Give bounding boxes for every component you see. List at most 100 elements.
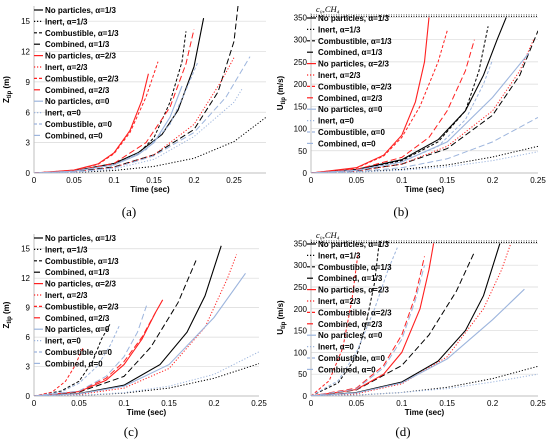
- x-tick-label: 0.25: [226, 176, 242, 185]
- x-axis-label: Time (sec): [130, 185, 170, 194]
- y-tick-label: 100: [294, 348, 308, 357]
- series-line-7: [311, 252, 359, 396]
- legend-label: Combustible, α=1/3: [318, 37, 392, 46]
- legend-label: Inert, α=0: [45, 337, 81, 346]
- y-tick-label: 200: [294, 80, 308, 89]
- y-tick-label: 350: [294, 239, 308, 248]
- y-tick-label: 100: [294, 125, 308, 134]
- legend-label: Inert, α=1/3: [45, 245, 88, 254]
- x-tick-label: 0.25: [530, 176, 546, 185]
- legend-label: Inert, α=1/3: [45, 17, 88, 26]
- y-tick-label: 250: [294, 58, 308, 67]
- legend-label: Inert, α=2/3: [45, 291, 88, 300]
- legend-label: Combined, α=0: [318, 139, 376, 148]
- y-tick-label: 50: [298, 147, 307, 156]
- legend-label: Combustible, α=2/3: [45, 302, 119, 311]
- x-tick-label: 0.15: [439, 399, 455, 408]
- legend-label: Combined, α=2/3: [45, 314, 110, 323]
- legend-label: Combustible, α=2/3: [318, 308, 392, 317]
- y-tick-label: 15: [21, 245, 30, 254]
- series-line-11: [34, 325, 120, 396]
- series-line-12: [311, 265, 425, 396]
- legend-label: Combined, α=2/3: [318, 320, 383, 329]
- series-line-12: [34, 305, 147, 396]
- legend-label: Inert, α=0: [45, 109, 81, 118]
- legend-label: Combustible, α=2/3: [45, 74, 119, 83]
- series-line-7: [34, 61, 159, 173]
- x-tick-label: 0.1: [396, 176, 408, 185]
- legend-label: Combined, α=0: [45, 359, 103, 368]
- legend-label: No particles, α=1/3: [45, 234, 117, 243]
- x-tick-label: 0.05: [349, 176, 365, 185]
- legend-label: No particles, α=0: [45, 97, 110, 106]
- series-group: [34, 245, 259, 396]
- y-tick-label: 6: [26, 108, 31, 117]
- y-tick-label: 50: [298, 370, 307, 379]
- y-tick-label: 0: [303, 169, 308, 178]
- x-tick-label: 0.15: [146, 176, 162, 185]
- y-tick-label: 0: [26, 169, 31, 178]
- y-tick-label: 250: [294, 283, 308, 292]
- legend-label: Combustible, α=1/3: [45, 257, 119, 266]
- x-tick-label: 0.05: [349, 399, 365, 408]
- legend-label: No particles, α=1/3: [318, 14, 390, 23]
- series-line-7: [34, 346, 84, 396]
- panel-caption: (d): [395, 424, 410, 439]
- y-tick-label: 3: [26, 363, 31, 372]
- series-line-8: [311, 256, 425, 396]
- x-tick-label: 0: [309, 399, 314, 408]
- legend-label: No particles, α=1/3: [318, 240, 390, 249]
- y-axis-label: Utip (m/s): [276, 75, 287, 110]
- legend: No particles, α=1/3 Inert, α=1/3 Combustib…: [34, 234, 119, 368]
- series-line-9: [311, 288, 525, 396]
- series-line-11: [311, 59, 494, 173]
- y-tick-label: 3: [26, 139, 31, 148]
- series-line-3: [34, 323, 111, 396]
- series-line-1: [311, 17, 507, 173]
- y-tick-label: 0: [26, 392, 31, 401]
- y-axis-label: Ztip (m): [2, 301, 13, 328]
- series-line-10: [311, 151, 538, 173]
- legend: No particles, α=1/3 Inert, α=1/3 Combustib…: [34, 6, 119, 140]
- panel-caption: (b): [393, 204, 408, 219]
- legend-label: Inert, α=1/3: [318, 25, 361, 34]
- legend-label: Combustible, α=2/3: [318, 82, 392, 91]
- legend-label: No particles, α=2/3: [45, 280, 117, 289]
- legend-label: No particles, α=2/3: [318, 60, 390, 69]
- y-tick-label: 300: [294, 36, 308, 45]
- x-tick-label: 0.25: [530, 399, 546, 408]
- legend-label: Combined, α=1/3: [45, 40, 110, 49]
- legend-label: Combined, α=1/3: [318, 274, 383, 283]
- series-group: [311, 243, 538, 396]
- legend-label: Combustible, α=1/3: [45, 29, 119, 38]
- series-line-8: [311, 39, 475, 173]
- x-axis-label: Time (sec): [127, 408, 167, 417]
- reference-line-label: c₀,CH₄: [316, 4, 340, 14]
- legend-label: No particles, α=0: [45, 325, 110, 334]
- x-axis-label: Time (sec): [405, 408, 445, 417]
- legend-label: Inert, α=1/3: [318, 251, 361, 260]
- chart-panel-2: 0 0.05 0.1 0.15 0.2 0.25 0 50 100 150 200 250 300 350…: [276, 4, 546, 219]
- panel-caption: (a): [122, 204, 136, 219]
- legend-label: Combined, α=2/3: [318, 94, 383, 103]
- series-line-6: [34, 254, 237, 396]
- series-line-12: [311, 116, 538, 173]
- y-axis-label: Ztip (m): [2, 76, 13, 103]
- x-tick-label: 0.15: [439, 176, 455, 185]
- y-tick-label: 150: [294, 327, 308, 336]
- y-tick-label: 9: [26, 304, 31, 313]
- panel-caption: (c): [124, 424, 138, 439]
- legend-label: Combined, α=2/3: [45, 86, 110, 95]
- y-tick-label: 300: [294, 261, 308, 270]
- y-tick-label: 200: [294, 305, 308, 314]
- x-tick-label: 0.25: [251, 399, 267, 408]
- legend-label: Combined, α=0: [318, 365, 376, 374]
- legend-label: No particles, α=2/3: [45, 52, 117, 61]
- series-group: [311, 17, 538, 173]
- legend-label: Inert, α=2/3: [45, 63, 88, 72]
- legend-label: Combustible, α=0: [45, 120, 112, 129]
- x-tick-label: 0.1: [108, 176, 120, 185]
- legend-label: Inert, α=0: [318, 117, 354, 126]
- legend-label: Combustible, α=0: [318, 354, 385, 363]
- legend: No particles, α=1/3 Inert, α=1/3 Combustib…: [307, 240, 392, 374]
